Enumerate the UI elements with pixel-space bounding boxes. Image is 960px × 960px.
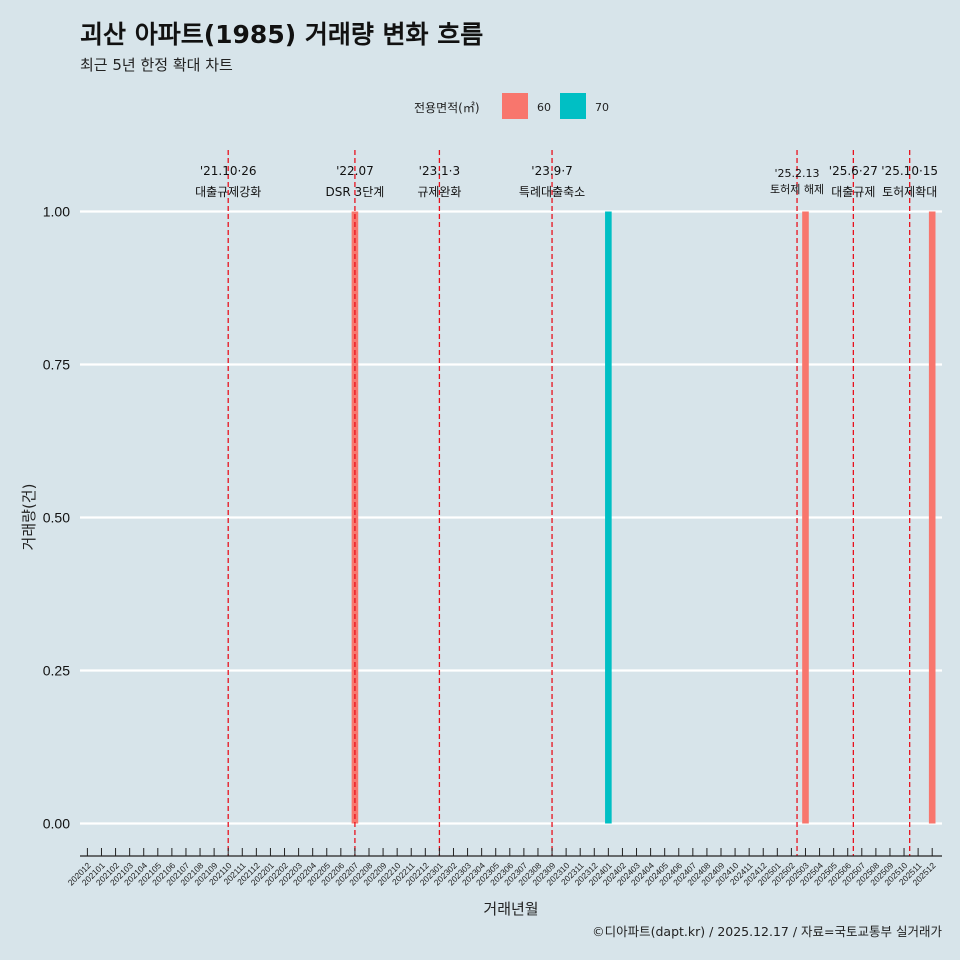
legend: 전용면적(㎡) 60 70 (414, 93, 609, 119)
legend-swatch-60 (502, 93, 528, 119)
event-label: 규제완화 (417, 185, 461, 199)
y-tick-label: 1.00 (43, 204, 70, 220)
caption: ©디아파트(dapt.kr) / 2025.12.17 / 자료=국토교통부 실… (592, 924, 942, 939)
legend-label-70: 70 (595, 101, 609, 114)
event-date: '25.10·15 (881, 164, 938, 178)
y-axis-ticks: 0.00 0.25 0.50 0.75 1.00 (43, 204, 70, 832)
event-date: '23.1·3 (419, 164, 460, 178)
event-label: 특례대출축소 (519, 185, 585, 199)
event-label: 토허제확대 (882, 185, 937, 199)
x-axis-title: 거래년월 (483, 900, 538, 918)
legend-swatch-70 (560, 93, 586, 119)
bar-70-202401 (605, 211, 612, 824)
y-tick-label: 0.50 (43, 510, 70, 526)
chart-title: 괴산 아파트(1985) 거래량 변화 흐름 (80, 20, 483, 49)
event-label: 토허제 해제 (770, 182, 824, 196)
legend-title: 전용면적(㎡) (414, 101, 480, 115)
bars (351, 211, 936, 824)
bar-60-202512 (928, 211, 936, 824)
event-label: DSR 3단계 (326, 185, 385, 199)
y-gridlines (80, 210, 942, 825)
y-tick-label: 0.75 (43, 357, 70, 373)
y-tick-label: 0.25 (43, 663, 70, 679)
y-tick-label: 0.00 (43, 816, 70, 832)
event-label: 대출규제 (831, 185, 875, 199)
y-axis-title: 거래량(건) (20, 484, 38, 551)
chart-subtitle: 최근 5년 한정 확대 차트 (80, 56, 233, 74)
event-date: '25.2.13 (775, 167, 820, 180)
x-axis: 2020122021012021022021032021042021052021… (66, 848, 942, 887)
bar-60-202503 (802, 211, 809, 824)
event-annotations: '21.10·26 대출규제강화 '22.07 DSR 3단계 '23.1·3 규제완화 '… (195, 164, 938, 199)
event-date: '25.6·27 (829, 164, 878, 178)
legend-label-60: 60 (537, 101, 551, 114)
event-lines (227, 150, 911, 856)
bar-60-202207 (351, 211, 359, 824)
event-label: 대출규제강화 (195, 185, 261, 199)
event-date: '23.9·7 (531, 164, 572, 178)
event-date: '22.07 (336, 164, 374, 178)
event-date: '21.10·26 (200, 164, 257, 178)
